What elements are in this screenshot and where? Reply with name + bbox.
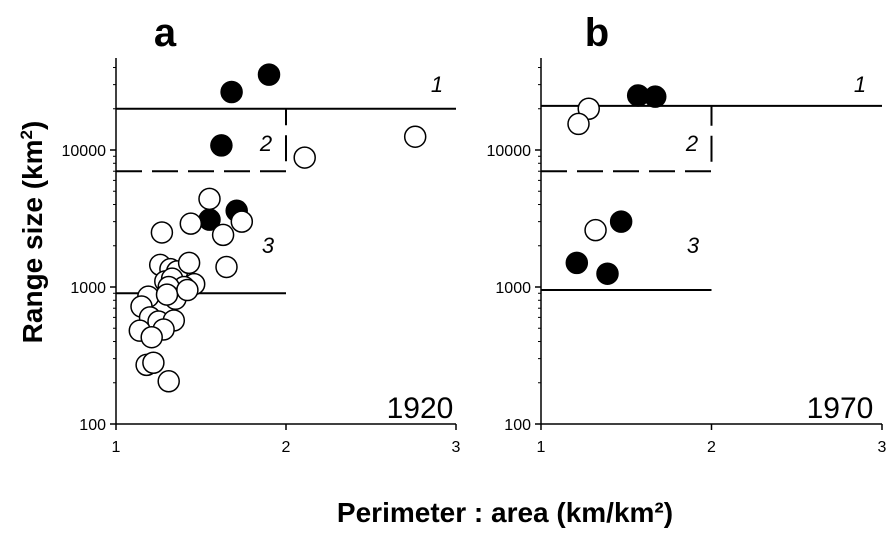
y-tick-label: 10000 [487, 143, 532, 160]
region-label: 1 [854, 72, 866, 97]
open-point [230, 210, 254, 233]
open-point [215, 255, 238, 279]
open-point [176, 278, 199, 302]
open-point [403, 125, 427, 148]
filled-point [257, 63, 281, 86]
panel-letter: b [585, 11, 609, 55]
open-point [179, 212, 203, 235]
x-tick-label: 1 [537, 439, 546, 456]
filled-point [596, 262, 619, 285]
open-point [211, 223, 235, 247]
dashed-boundary-line [541, 105, 713, 173]
filled-point [565, 251, 589, 275]
open-point [150, 221, 174, 244]
x-axis-title: Perimeter : area (km/km²) [337, 497, 673, 528]
open-point [157, 370, 180, 393]
y-tick-label: 10000 [62, 143, 107, 160]
y-axis-title: Range size (km2) [17, 121, 48, 344]
open-point [198, 187, 221, 211]
x-tick-label: 3 [878, 439, 887, 456]
region-label: 2 [685, 131, 698, 156]
open-point [177, 251, 201, 275]
y-tick-label: 100 [504, 417, 531, 434]
dashed-boundary-line [116, 108, 287, 173]
year-label: 1920 [387, 392, 454, 425]
region-label: 2 [259, 131, 272, 156]
x-tick-label: 2 [707, 439, 716, 456]
x-tick-label: 1 [112, 439, 121, 456]
open-point [293, 146, 316, 169]
x-tick-label: 3 [452, 439, 461, 456]
region-label: 3 [687, 233, 700, 258]
x-tick-label: 2 [282, 439, 291, 456]
region-label: 3 [262, 233, 275, 258]
filled-point [210, 134, 233, 157]
y-tick-label: 1000 [70, 280, 106, 297]
open-point [140, 325, 163, 349]
y-tick-label: 1000 [495, 280, 531, 297]
open-point [567, 112, 590, 136]
open-point [142, 351, 165, 374]
region-label: 1 [431, 72, 443, 97]
panel-a: a 100 1000 10000 1 2 3 1 2 3 1920 [62, 11, 461, 456]
filled-point [643, 85, 667, 108]
year-label: 1970 [807, 392, 874, 425]
panel-letter: a [154, 11, 177, 55]
filled-point [609, 210, 633, 233]
y-tick-label: 100 [79, 417, 106, 434]
filled-point [220, 80, 243, 104]
open-point [155, 283, 179, 306]
open-point [584, 218, 607, 242]
